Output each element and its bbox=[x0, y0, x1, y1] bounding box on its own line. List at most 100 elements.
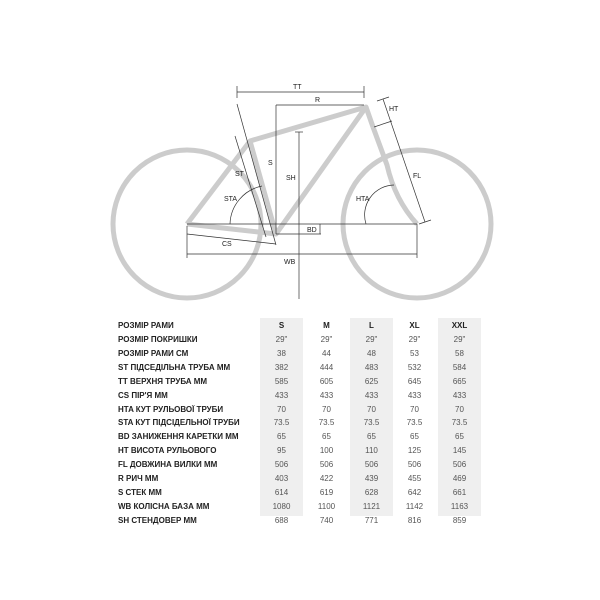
cell-value: 661 bbox=[452, 487, 467, 497]
row-label: STA КУТ ПІДСІДЕЛЬНОЇ ТРУБИ bbox=[118, 418, 240, 428]
cell-value: 70 bbox=[367, 404, 376, 414]
cell-value: XXL bbox=[451, 321, 468, 330]
cell-value: 614 bbox=[274, 487, 289, 497]
cell-value: 48 bbox=[367, 348, 376, 358]
cell-value: 422 bbox=[319, 474, 334, 483]
cell-value: 532 bbox=[407, 362, 422, 372]
table-row: ST ПІДСЕДІЛЬНА ТРУБА ММ 382 444 483 532 584 bbox=[116, 361, 482, 375]
cell-value: 444 bbox=[319, 362, 334, 372]
cell-value: 585 bbox=[274, 376, 289, 386]
table-row: CS ПІР'Я ММ 433 433 433 433 433 bbox=[116, 389, 482, 403]
table-row: РОЗМІР ПОКРИШКИ 29" 29" 29" 29" 29" bbox=[116, 333, 482, 347]
table-row: R РИЧ ММ 403 422 439 455 469 bbox=[116, 472, 482, 486]
table-row: WB КОЛІСНА БАЗА ММ 1080 1100 1121 1142 1163 bbox=[116, 500, 482, 514]
label-wb: WB bbox=[284, 259, 296, 266]
cell-value: 469 bbox=[452, 474, 467, 483]
table-row: РОЗМІР РАМИ СМ 38 44 48 53 58 bbox=[116, 347, 482, 361]
cell-value: 65 bbox=[277, 432, 286, 442]
cell-value: 29" bbox=[365, 335, 378, 344]
row-label: BD ЗАНИЖЕННЯ КАРЕТКИ ММ bbox=[118, 432, 239, 442]
row-label: РОЗМІР РАМИ СМ bbox=[118, 348, 189, 358]
label-s: S bbox=[268, 160, 273, 167]
cell-value: 816 bbox=[407, 515, 422, 525]
row-label: SH СТЕНДОВЕР ММ bbox=[118, 515, 197, 525]
label-tt: TT bbox=[293, 84, 302, 91]
dimension-lines bbox=[186, 86, 432, 299]
table-row: HT ВИСОТА РУЛЬОВОГО 95 100 110 125 145 bbox=[116, 444, 482, 458]
cell-value: 73.5 bbox=[273, 418, 290, 428]
cell-value: 1163 bbox=[450, 501, 469, 511]
cell-value: 70 bbox=[410, 404, 419, 414]
label-bd: BD bbox=[307, 227, 317, 234]
cell-value: L bbox=[369, 321, 374, 330]
cell-value: 771 bbox=[364, 515, 379, 525]
row-label: CS ПІР'Я ММ bbox=[118, 390, 168, 400]
cell-value: 382 bbox=[274, 362, 289, 372]
cell-value: 642 bbox=[407, 487, 422, 497]
cell-value: S bbox=[278, 321, 285, 330]
cell-value: 1142 bbox=[405, 501, 424, 511]
table-row: HTA КУТ РУЛЬОВОЇ ТРУБИ 70 70 70 70 70 bbox=[116, 403, 482, 417]
column-shade-l bbox=[350, 318, 393, 516]
cell-value: 1100 bbox=[317, 501, 336, 511]
table-row: SH СТЕНДОВЕР ММ 688 740 771 816 859 bbox=[116, 514, 482, 528]
cell-value: 38 bbox=[277, 348, 286, 358]
cell-value: 584 bbox=[452, 362, 467, 372]
cell-value: 688 bbox=[274, 515, 289, 525]
cell-value: 506 bbox=[407, 460, 422, 470]
cell-value: 73.5 bbox=[363, 418, 380, 428]
cell-value: 433 bbox=[274, 390, 289, 400]
cell-value: 70 bbox=[322, 404, 331, 414]
cell-value: 65 bbox=[367, 432, 376, 442]
row-label: ST ПІДСЕДІЛЬНА ТРУБА ММ bbox=[118, 362, 231, 372]
cell-value: 70 bbox=[455, 404, 464, 414]
cell-value: 740 bbox=[319, 515, 334, 525]
cell-value: 29" bbox=[408, 335, 421, 344]
table-row: S СТЕК ММ 614 619 628 642 661 bbox=[116, 486, 482, 500]
cell-value: 506 bbox=[452, 460, 467, 470]
cell-value: 433 bbox=[364, 390, 379, 400]
row-label: FL ДОВЖИНА ВИЛКИ ММ bbox=[118, 460, 218, 470]
cell-value: 70 bbox=[277, 404, 286, 414]
cell-value: XL bbox=[409, 321, 420, 330]
row-label: РОЗМІР РАМИ bbox=[118, 321, 174, 330]
cell-value: 1080 bbox=[272, 501, 291, 511]
cell-value: 859 bbox=[452, 515, 467, 525]
cell-value: 65 bbox=[455, 432, 464, 442]
row-label: TT ВЕРХНЯ ТРУБА ММ bbox=[118, 376, 208, 386]
cell-value: 628 bbox=[364, 487, 379, 497]
table-row: STA КУТ ПІДСІДЕЛЬНОЇ ТРУБИ 73.5 73.5 73.5 73… bbox=[116, 416, 482, 430]
cell-value: 53 bbox=[410, 348, 419, 358]
cell-value: 403 bbox=[274, 474, 289, 483]
cell-value: 506 bbox=[274, 460, 289, 470]
label-st: ST bbox=[235, 171, 245, 178]
cell-value: 29" bbox=[453, 335, 466, 344]
row-label: РОЗМІР ПОКРИШКИ bbox=[118, 335, 198, 344]
cell-value: 619 bbox=[319, 487, 334, 497]
cell-value: 73.5 bbox=[406, 418, 423, 428]
cell-value: 125 bbox=[407, 446, 422, 456]
row-label: R РИЧ ММ bbox=[118, 474, 159, 483]
cell-value: 605 bbox=[319, 376, 334, 386]
label-fl: FL bbox=[413, 173, 421, 180]
cell-value: 110 bbox=[365, 446, 378, 456]
cell-value: 100 bbox=[319, 446, 334, 456]
cell-value: 433 bbox=[407, 390, 422, 400]
cell-value: 439 bbox=[364, 474, 379, 483]
table-row: TT ВЕРХНЯ ТРУБА ММ 585 605 625 645 665 bbox=[116, 375, 482, 389]
row-label: HTA КУТ РУЛЬОВОЇ ТРУБИ bbox=[118, 404, 224, 414]
cell-value: 645 bbox=[407, 376, 422, 386]
cell-value: 455 bbox=[407, 474, 422, 483]
cell-value: 145 bbox=[452, 446, 467, 456]
cell-value: 73.5 bbox=[451, 418, 468, 428]
cell-value: 665 bbox=[452, 376, 467, 386]
cell-value: 29" bbox=[320, 335, 333, 344]
cell-value: 65 bbox=[410, 432, 419, 442]
column-shade-xxl bbox=[438, 318, 481, 516]
cell-value: 65 bbox=[322, 432, 331, 442]
row-label: HT ВИСОТА РУЛЬОВОГО bbox=[118, 446, 217, 456]
row-label: S СТЕК ММ bbox=[118, 487, 162, 497]
bike-frame bbox=[110, 104, 494, 301]
table-row: BD ЗАНИЖЕННЯ КАРЕТКИ ММ 65 65 65 65 65 bbox=[116, 430, 482, 444]
label-ht: HT bbox=[389, 106, 399, 113]
